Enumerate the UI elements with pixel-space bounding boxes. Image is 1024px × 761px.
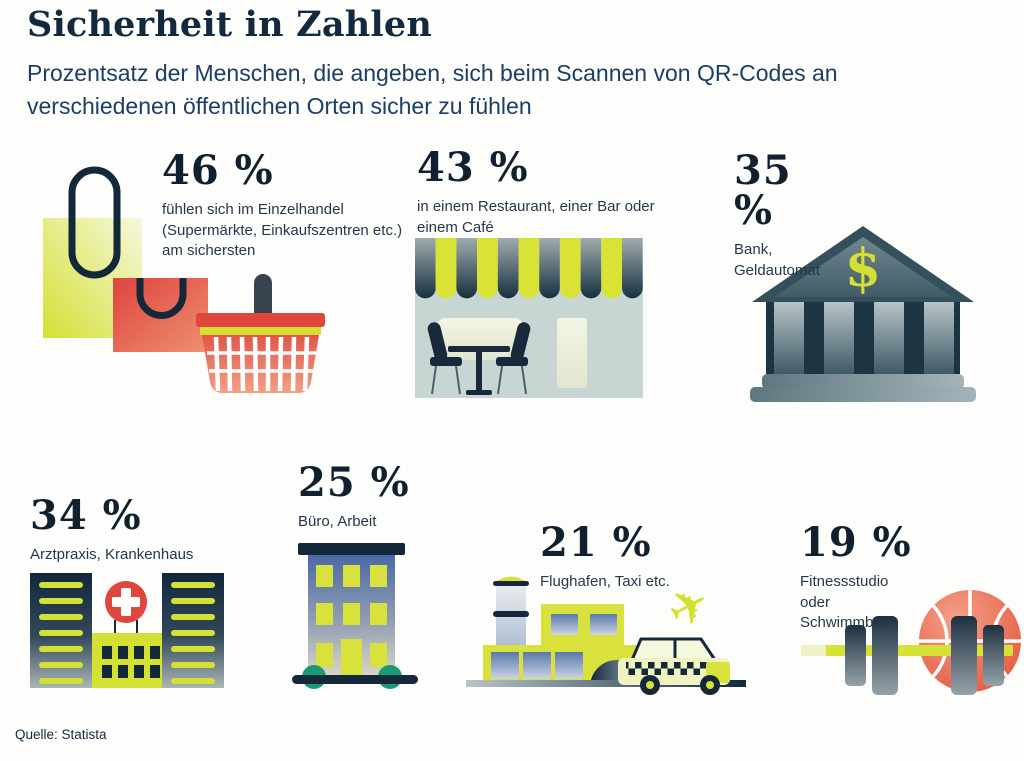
taxi-icon [618,637,730,695]
stat-item-arztpraxis: 34 % Arztpraxis, Krankenhaus [30,496,275,566]
dumbbell-icon [801,616,1013,695]
cafe-storefront-icon [414,236,644,400]
awning [415,238,643,299]
airport-taxi-icon: ✈ [466,571,746,702]
red-cross-icon [105,581,147,623]
stat-label: Fitnessstudio oder Schwimmbad [800,573,891,632]
stat-item-bank: 35 % Bank, Geldautomat [734,151,834,281]
source-note: Quelle: Statista [15,727,107,742]
stat-label: fühlen sich im Einzelhandel (Supermärkte… [162,201,403,260]
stat-label: Flughafen, Taxi etc. [540,573,670,590]
stat-label: in einem Restaurant, einer Bar oder eine… [417,198,655,236]
stat-value: 19 % [800,519,912,566]
shopping-bags-basket-icon [30,162,330,407]
stat-value: 46 % [162,147,274,194]
office-building-icon [292,531,422,693]
stat-value: 34 % [30,492,142,539]
stat-label: Büro, Arbeit [298,513,377,530]
stat-label: Arztpraxis, Krankenhaus [30,546,194,563]
stat-item-buero: 25 % Büro, Arbeit [298,463,503,533]
page-title: Sicherheit in Zahlen [27,4,433,45]
bank-building-icon: $ [750,224,976,402]
dollar-sign-icon: $ [845,238,881,299]
dumbbell-basketball-icon [795,579,1024,715]
stat-label: Bank, Geldautomat [734,241,820,279]
stat-item-einzelhandel: 46 % fühlen sich im Einzelhandel (Superm… [162,151,418,262]
stat-value: 25 % [298,459,410,506]
page-subtitle: Prozentsatz der Menschen, die angeben, s… [27,60,838,120]
stat-value: 21 % [540,519,652,566]
stat-value: 35 % [734,147,792,234]
stat-item-restaurant: 43 % in einem Restaurant, einer Bar oder… [417,148,662,238]
stat-item-fitnessstudio: 19 % Fitnessstudio oder Schwimmbad [800,523,918,634]
stat-item-flughafen: 21 % Flughafen, Taxi etc. [540,523,755,593]
stat-value: 43 % [417,144,529,191]
hospital-icon [25,562,237,694]
